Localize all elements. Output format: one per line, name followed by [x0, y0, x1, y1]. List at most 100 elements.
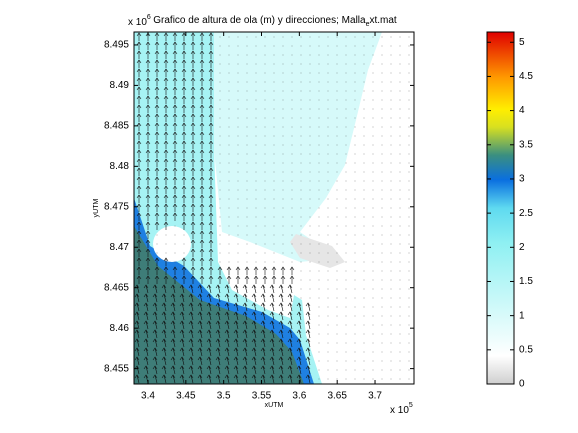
direction-arrow [145, 266, 151, 275]
direction-dot [309, 90, 311, 92]
direction-arrow [134, 338, 140, 348]
direction-arrow [136, 239, 142, 248]
direction-dot [318, 207, 320, 209]
direction-dot [372, 81, 374, 83]
direction-dot [246, 261, 248, 263]
x-tick-label: 3.6 [292, 391, 306, 402]
direction-arrow [260, 347, 266, 357]
direction-arrow [199, 68, 205, 77]
direction-arrow [188, 302, 194, 312]
direction-dot [354, 225, 356, 227]
direction-dot [336, 252, 338, 254]
direction-dot [399, 90, 401, 92]
direction-arrow [134, 320, 140, 330]
direction-dot [354, 108, 356, 110]
direction-dot [336, 234, 338, 236]
direction-dot [372, 270, 374, 272]
direction-dot [336, 90, 338, 92]
direction-arrow [136, 230, 142, 239]
direction-dot [345, 189, 347, 191]
direction-dot [381, 252, 383, 254]
direction-dot [282, 189, 284, 191]
direction-arrow [172, 77, 178, 86]
y-multiplier: x 106 [128, 14, 151, 28]
direction-arrow [233, 374, 239, 384]
direction-arrow [154, 140, 160, 149]
direction-dot [237, 99, 239, 101]
direction-dot [390, 351, 392, 353]
direction-dot [345, 216, 347, 218]
direction-arrow [296, 338, 302, 348]
direction-dot [372, 351, 374, 353]
direction-dot [390, 297, 392, 299]
direction-dot [237, 63, 239, 65]
direction-dot [327, 333, 329, 335]
direction-arrow [208, 131, 214, 140]
direction-arrow [163, 104, 169, 113]
direction-arrow [136, 185, 142, 194]
direction-dot [399, 288, 401, 290]
direction-dot [291, 216, 293, 218]
direction-arrow [208, 257, 214, 266]
direction-arrow [154, 59, 160, 68]
direction-dot [156, 252, 158, 254]
direction-dot [354, 54, 356, 56]
direction-dot [399, 378, 401, 380]
direction-arrow [170, 356, 176, 366]
direction-arrow [269, 338, 275, 348]
colorbar-tick-label: 3 [519, 174, 525, 185]
direction-dot [399, 117, 401, 119]
direction-dot [345, 333, 347, 335]
direction-dot [309, 153, 311, 155]
direction-dot [381, 270, 383, 272]
direction-dot [300, 198, 302, 200]
direction-arrow [199, 194, 205, 203]
direction-dot [372, 126, 374, 128]
direction-arrow [172, 194, 178, 203]
direction-dot [255, 261, 257, 263]
direction-dot [381, 261, 383, 263]
direction-arrow [199, 185, 205, 194]
direction-dot [354, 153, 356, 155]
direction-arrow [190, 257, 196, 266]
direction-arrow [181, 167, 187, 176]
direction-arrow [145, 230, 151, 239]
direction-dot [363, 360, 365, 362]
direction-arrow [181, 68, 187, 77]
direction-arrow [170, 374, 176, 384]
direction-arrow [163, 167, 169, 176]
colorbar-tick-label: 0.5 [519, 344, 533, 355]
direction-dot [390, 99, 392, 101]
direction-dot [228, 261, 230, 263]
direction-dot [228, 45, 230, 47]
direction-dot [327, 180, 329, 182]
direction-dot [363, 90, 365, 92]
direction-dot [228, 117, 230, 119]
direction-arrow [143, 347, 149, 357]
direction-dot [327, 252, 329, 254]
direction-dot [336, 333, 338, 335]
direction-dot [345, 279, 347, 281]
direction-dot [273, 135, 275, 137]
direction-dot [336, 243, 338, 245]
direction-arrow [179, 302, 185, 312]
direction-dot [372, 252, 374, 254]
direction-arrow [172, 185, 178, 194]
direction-dot [381, 81, 383, 83]
direction-arrow [136, 50, 142, 59]
direction-dot [228, 198, 230, 200]
direction-dot [309, 207, 311, 209]
direction-dot [354, 378, 356, 380]
direction-dot [399, 189, 401, 191]
direction-arrow [190, 59, 196, 68]
direction-arrow [296, 374, 302, 384]
direction-dot [228, 216, 230, 218]
direction-arrow [136, 122, 142, 131]
direction-dot [399, 153, 401, 155]
multiplier-exponent: 6 [147, 14, 151, 21]
direction-dot [309, 81, 311, 83]
direction-dot [291, 144, 293, 146]
direction-arrow [242, 356, 248, 366]
direction-arrow [235, 275, 241, 284]
direction-dot [246, 252, 248, 254]
